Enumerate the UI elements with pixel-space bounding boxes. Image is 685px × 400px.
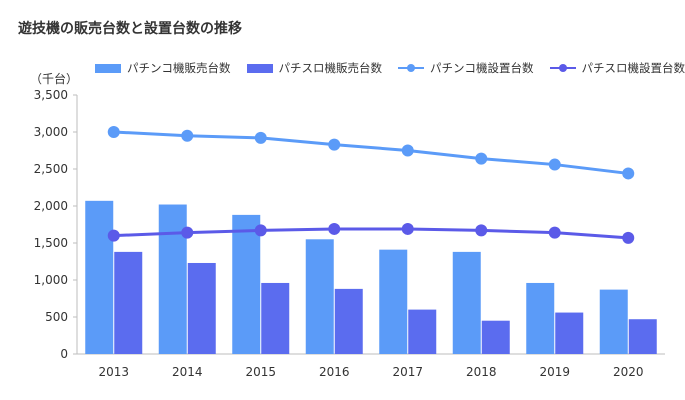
- point-pachinko-installed: [181, 129, 194, 142]
- x-tick-label: 2017: [392, 365, 423, 379]
- bar-pachislot-sales: [628, 319, 657, 354]
- y-tick-label: 2,500: [34, 162, 68, 176]
- line-pachislot-installed: [113, 227, 629, 240]
- bar-pachislot-sales: [555, 312, 584, 354]
- line-pachinko-installed: [113, 130, 629, 175]
- point-pachislot-installed: [622, 231, 635, 244]
- bar-pachislot-sales: [334, 288, 363, 354]
- legend-item-pachislot-installed: パチスロ機設置台数: [549, 60, 685, 76]
- bar-pachislot-sales: [114, 251, 143, 354]
- bar-pachinko-sales: [232, 214, 261, 354]
- bar-pachinko-sales: [599, 289, 628, 354]
- bar-pachinko-sales: [85, 200, 114, 354]
- point-pachislot-installed: [328, 222, 341, 235]
- point-pachislot-installed: [254, 224, 267, 237]
- bar-pachinko-sales: [305, 239, 334, 354]
- y-tick-label: 3,000: [34, 125, 68, 139]
- legend-swatch-pachislot-sales: [246, 63, 273, 73]
- point-pachinko-installed: [475, 152, 488, 165]
- point-pachinko-installed: [254, 131, 267, 144]
- x-tick-label: 2020: [613, 365, 644, 379]
- y-tick-label: 500: [45, 310, 68, 324]
- legend-swatch-pachislot-installed: [549, 63, 576, 73]
- chart-title: 遊技機の販売台数と設置台数の推移: [18, 21, 242, 37]
- legend-swatch-pachinko-sales: [95, 63, 121, 73]
- x-tick-label: 2018: [466, 365, 497, 379]
- bar-pachislot-sales: [408, 309, 437, 354]
- x-tick-label: 2014: [172, 365, 203, 379]
- bar-pachislot-sales: [481, 320, 510, 354]
- bar-pachinko-sales: [452, 251, 481, 354]
- x-tick-label: 2015: [245, 365, 276, 379]
- y-tick-label: 2,000: [34, 199, 68, 213]
- legend-item-pachislot-sales: パチスロ機販売台数: [246, 60, 383, 76]
- point-pachinko-installed: [548, 158, 561, 171]
- legend-label-pachinko-installed: パチンコ機設置台数: [430, 61, 534, 75]
- point-pachislot-installed: [107, 229, 120, 242]
- y-tick-label: 1,000: [34, 273, 68, 287]
- x-tick-label: 2019: [539, 365, 570, 379]
- bar-pachislot-sales: [261, 282, 290, 354]
- x-tick-label: 2013: [98, 365, 129, 379]
- x-tick-label: 2016: [319, 365, 350, 379]
- legend: パチンコ機販売台数 パチスロ機販売台数 パチンコ機設置台数 パチスロ機設置台数: [95, 60, 685, 76]
- point-pachinko-installed: [328, 138, 341, 151]
- y-tick-label: 0: [60, 347, 68, 361]
- point-pachinko-installed: [107, 126, 120, 138]
- point-pachislot-installed: [401, 222, 414, 235]
- bar-pachislot-sales: [187, 262, 216, 354]
- legend-label-pachinko-sales: パチンコ機販売台数: [127, 61, 231, 75]
- y-tick-label: 3,500: [34, 88, 68, 102]
- bar-pachinko-sales: [526, 282, 555, 354]
- legend-label-pachislot-installed: パチスロ機設置台数: [581, 61, 685, 75]
- point-pachinko-installed: [622, 167, 635, 180]
- legend-label-pachislot-sales: パチスロ機販売台数: [278, 61, 383, 75]
- y-axis-unit-label: （千台）: [30, 72, 79, 86]
- legend-swatch-pachinko-installed: [398, 63, 424, 73]
- bar-pachinko-sales: [158, 204, 187, 354]
- point-pachislot-installed: [475, 224, 488, 237]
- legend-item-pachinko-installed: パチンコ機設置台数: [398, 60, 534, 76]
- point-pachislot-installed: [548, 226, 561, 239]
- bar-pachinko-sales: [379, 249, 408, 354]
- point-pachislot-installed: [181, 226, 194, 239]
- point-pachinko-installed: [401, 144, 414, 157]
- y-tick-label: 1,500: [34, 236, 68, 250]
- legend-item-pachinko-sales: パチンコ機販売台数: [95, 60, 231, 76]
